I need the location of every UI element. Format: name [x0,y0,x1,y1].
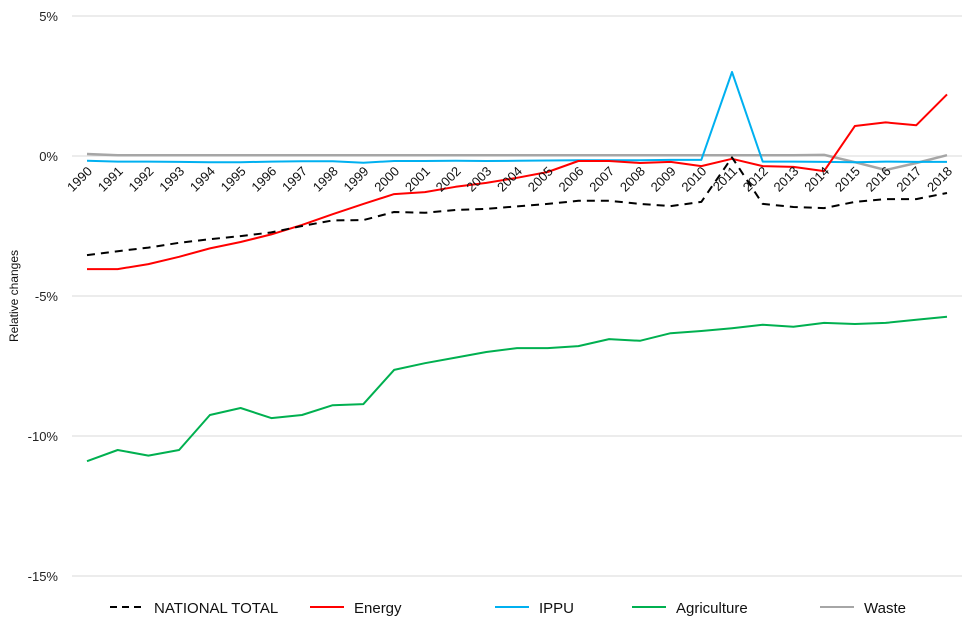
y-axis-title: Relative changes [7,250,21,342]
x-tick-label: 2000 [371,164,402,195]
x-tick-label: 2008 [617,164,648,195]
x-tick-label: 2015 [832,164,863,195]
x-axis-ticks: 1990 1991 1992 1993 1994 1995 1996 1997 1998 1999… [64,164,955,195]
x-tick-label: 2018 [924,164,955,195]
series-line-national-total [86,156,948,257]
y-tick-label: 5% [39,9,58,24]
x-tick-label: 1997 [279,164,310,195]
x-tick-label: 1991 [95,164,126,195]
x-tick-label: 2012 [740,164,771,195]
legend-label: IPPU [539,600,574,617]
legend: NATIONAL TOTAL Energy IPPU Agriculture Waste [110,600,906,617]
legend-label: NATIONAL TOTAL [154,600,278,617]
x-tick-label: 1996 [248,164,279,195]
legend-label: Waste [864,600,906,617]
gridlines [72,15,962,577]
series-line-energy [87,93,948,271]
series-line-ippu [86,71,947,164]
series-line-waste [86,152,948,172]
y-tick-label: -15% [28,569,59,584]
x-tick-label: 2001 [402,164,433,195]
x-tick-label: 1993 [156,164,187,195]
series-lines [86,71,948,463]
x-tick-label: 2005 [525,164,556,195]
x-tick-label: 1992 [125,164,156,195]
x-tick-label: 1999 [340,164,371,195]
y-tick-label: 0% [39,149,58,164]
x-tick-label: 2002 [433,164,464,195]
legend-label: Agriculture [676,600,748,617]
x-tick-label: 2011 [710,164,740,194]
x-tick-label: 2009 [648,164,679,195]
x-tick-label: 2003 [463,164,494,195]
series-line-agriculture [86,315,948,463]
x-tick-label: 2010 [678,164,709,195]
x-tick-label: 1998 [310,164,341,195]
x-tick-label: 2004 [494,164,525,195]
x-tick-label: 2007 [586,164,617,195]
y-tick-label: -10% [28,429,59,444]
y-tick-label: -5% [35,289,59,304]
x-tick-label: 1994 [187,164,218,195]
legend-label: Energy [354,600,402,617]
y-axis-ticks: 5% 0% -5% -10% -15% [28,9,59,584]
x-tick-label: 1995 [218,164,249,195]
x-tick-label: 1990 [64,164,95,195]
